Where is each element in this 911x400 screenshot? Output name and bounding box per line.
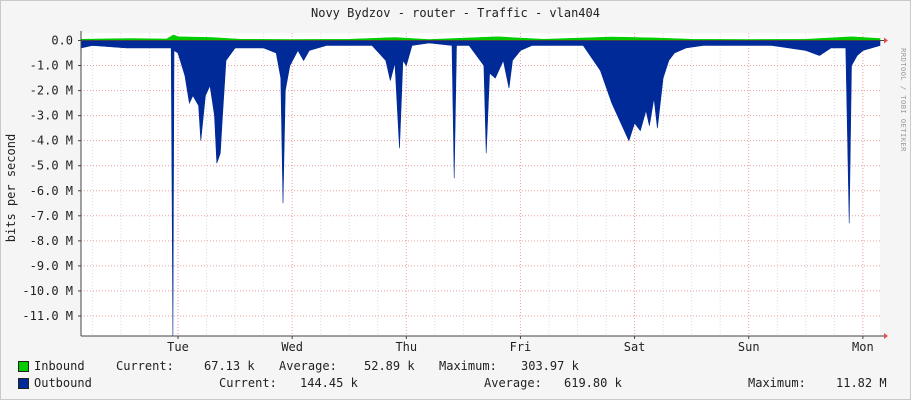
x-tick-label: Tue: [167, 340, 189, 354]
y-tick-label: -1.0 M: [30, 59, 73, 73]
legend-row-outbound: Outbound Current: 144.45 k Average: 619.…: [18, 376, 898, 392]
x-tick-label: Sun: [738, 340, 760, 354]
y-tick-label: 0.0: [51, 34, 73, 48]
y-tick-label: -2.0 M: [30, 84, 73, 98]
inbound-current-value: 67.13 k: [204, 359, 255, 373]
y-tick-label: -9.0 M: [30, 259, 73, 273]
x-tick-label: Mon: [852, 340, 874, 354]
legend-row-inbound: Inbound Current: 67.13 k Average: 52.89 …: [18, 359, 898, 375]
x-tick-label: Thu: [395, 340, 417, 354]
outbound-maximum-value: 11.82 M: [836, 376, 887, 390]
x-tick-label: Wed: [281, 340, 303, 354]
y-tick-label: -7.0 M: [30, 209, 73, 223]
outbound-maximum-label: Maximum:: [748, 376, 806, 390]
y-tick-label: -10.0 M: [22, 284, 73, 298]
outbound-swatch: [18, 378, 29, 389]
inbound-label: Inbound: [34, 359, 85, 373]
outbound-label: Outbound: [34, 376, 92, 390]
outbound-current-label: Current:: [219, 376, 277, 390]
outbound-average-label: Average:: [484, 376, 542, 390]
inbound-average-value: 52.89 k: [364, 359, 415, 373]
series-area-outbound: [80, 40, 881, 337]
inbound-maximum-label: Maximum:: [439, 359, 497, 373]
x-axis-arrow: [884, 37, 888, 44]
y-tick-label: -4.0 M: [30, 134, 73, 148]
y-tick-label: -8.0 M: [30, 234, 73, 248]
outbound-average-value: 619.80 k: [564, 376, 622, 390]
x-tick-label: Sat: [624, 340, 646, 354]
y-tick-label: -3.0 M: [30, 109, 73, 123]
y-tick-label: -11.0 M: [22, 309, 73, 323]
y-tick-label: -6.0 M: [30, 184, 73, 198]
series-area-inbound: [80, 34, 881, 41]
chart-title: Novy Bydzov - router - Traffic - vlan404: [311, 6, 600, 20]
inbound-maximum-value: 303.97 k: [521, 359, 579, 373]
inbound-average-label: Average:: [279, 359, 337, 373]
y-tick-label: -5.0 M: [30, 159, 73, 173]
outbound-current-value: 144.45 k: [300, 376, 358, 390]
x-axis-arrow: [884, 333, 888, 339]
inbound-swatch: [18, 361, 29, 372]
x-tick-label: Fri: [510, 340, 532, 354]
inbound-current-label: Current:: [116, 359, 174, 373]
